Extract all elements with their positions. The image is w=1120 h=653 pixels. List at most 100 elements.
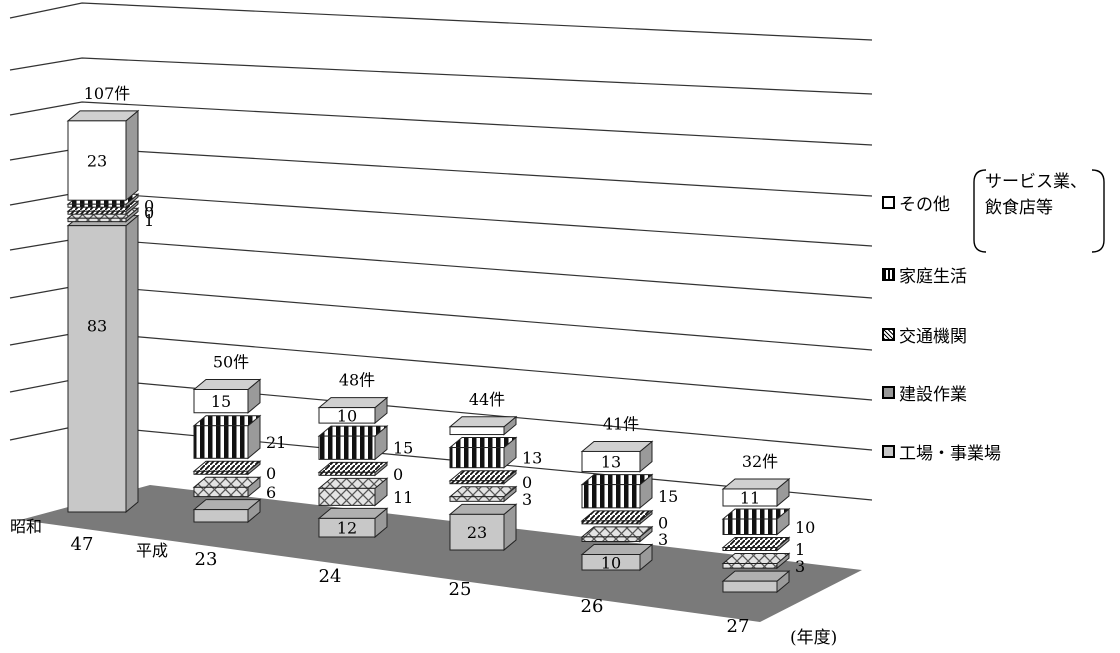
bar-top	[580, 474, 654, 486]
total-label-27: 32件	[742, 452, 778, 471]
era-label-heisei: 平成	[136, 541, 168, 560]
bar-side	[125, 214, 139, 514]
bar-top	[448, 416, 518, 428]
bar-label-24-3: 15	[393, 439, 413, 458]
gridline-5	[9, 237, 873, 299]
bar-25-1	[448, 485, 518, 503]
legend-note-bracket	[973, 169, 1105, 253]
bars	[66, 109, 791, 594]
bar-24-3	[317, 425, 389, 461]
bar-top	[317, 461, 389, 473]
legend-note-line2: 飲食店等	[985, 198, 1053, 218]
gridlines	[9, 2, 873, 501]
total-label-24: 48件	[339, 371, 375, 390]
bar-front	[722, 580, 778, 593]
bar-label-47-1: 1	[144, 211, 154, 230]
bar-24-0	[317, 507, 389, 539]
bar-front	[193, 486, 249, 498]
axis-label-26: 26	[581, 596, 604, 617]
bar-label-47-4: 23	[87, 152, 107, 171]
bar-25-4	[448, 415, 518, 436]
bar-top	[721, 478, 791, 490]
bar-top	[192, 415, 262, 427]
bar-front	[67, 210, 127, 215]
bar-front	[449, 480, 505, 485]
bar-top	[448, 486, 518, 498]
legend-note-line1: サービス業、	[985, 172, 1087, 192]
bar-front	[318, 517, 376, 538]
bar-label-26-0: 10	[601, 553, 621, 572]
bar-26-0	[580, 543, 654, 572]
era-label-showa: 昭和	[10, 517, 42, 536]
bar-top	[721, 553, 791, 564]
bar-label-23-3: 21	[266, 433, 286, 452]
bar-front	[318, 487, 376, 506]
legend-item-kotsu: 交通機関	[882, 322, 967, 347]
bar-24-4	[317, 396, 389, 425]
bar-25-3	[448, 436, 518, 469]
bar-label-47-2: 0	[144, 204, 154, 223]
bar-label-27-2: 1	[795, 540, 805, 559]
bar-front	[722, 518, 778, 535]
bar-front	[581, 520, 641, 525]
axis-label-47: 47	[71, 534, 94, 555]
bar-front	[67, 203, 127, 208]
bar-top	[448, 503, 518, 515]
bar-label-26-1: 3	[658, 530, 668, 549]
axis-label-25: 25	[449, 579, 472, 600]
bar-26-3	[580, 473, 654, 509]
bar-front	[193, 470, 249, 475]
legend-label-katei: 家庭生活	[899, 267, 967, 287]
total-label-25: 44件	[469, 390, 505, 409]
bar-label-23-2: 0	[266, 464, 276, 483]
legend-label-kojo: 工場・事業場	[899, 444, 1001, 464]
bar-47-4	[66, 109, 140, 202]
bar-front	[67, 120, 127, 201]
bar-front	[318, 407, 376, 424]
bar-label-26-2: 0	[658, 513, 668, 532]
bar-26-1	[580, 525, 654, 543]
bar-front	[722, 563, 778, 569]
bar-front	[449, 513, 505, 551]
bar-front	[193, 425, 249, 459]
bar-26-4	[580, 440, 654, 473]
bar-top	[192, 476, 262, 488]
legend-swatch-kensetsu	[882, 386, 895, 399]
bar-side	[125, 109, 139, 202]
bar-front	[193, 389, 249, 414]
bar-label-27-1: 3	[795, 557, 805, 576]
bar-top	[580, 526, 654, 538]
bar-26-2	[580, 509, 654, 525]
bar-27-0	[721, 570, 791, 594]
bar-front	[449, 496, 505, 502]
bar-top	[317, 507, 389, 519]
bar-top	[448, 437, 518, 449]
bar-front	[581, 554, 641, 571]
gridline-0	[9, 2, 873, 41]
legend-label-kotsu: 交通機関	[899, 327, 967, 347]
bar-24-1	[317, 477, 389, 507]
bar-label-23-4: 15	[211, 392, 231, 411]
bar-label-47-0: 83	[87, 317, 107, 336]
axis-label-24: 24	[319, 566, 342, 587]
bar-front	[67, 217, 127, 223]
bar-label-27-3: 10	[795, 518, 815, 537]
gridline-4	[9, 191, 873, 247]
bar-top	[721, 508, 791, 520]
bar-top	[721, 570, 791, 582]
bar-23-4	[192, 378, 262, 414]
bar-23-0	[192, 498, 262, 524]
bar-top	[192, 460, 262, 472]
bar-front	[318, 471, 376, 476]
legend-swatch-katei	[882, 268, 895, 281]
legend-item-kensetsu: 建設作業	[882, 380, 967, 405]
bar-label-25-0: 23	[467, 523, 487, 542]
gridline-1	[9, 57, 873, 95]
labels: 8310023107件60211550件12110151048件23301344…	[10, 84, 837, 648]
bar-25-2	[448, 469, 518, 485]
bar-front	[581, 450, 641, 473]
bar-front	[449, 426, 505, 436]
bar-top	[721, 537, 791, 548]
bar-front	[722, 488, 778, 507]
